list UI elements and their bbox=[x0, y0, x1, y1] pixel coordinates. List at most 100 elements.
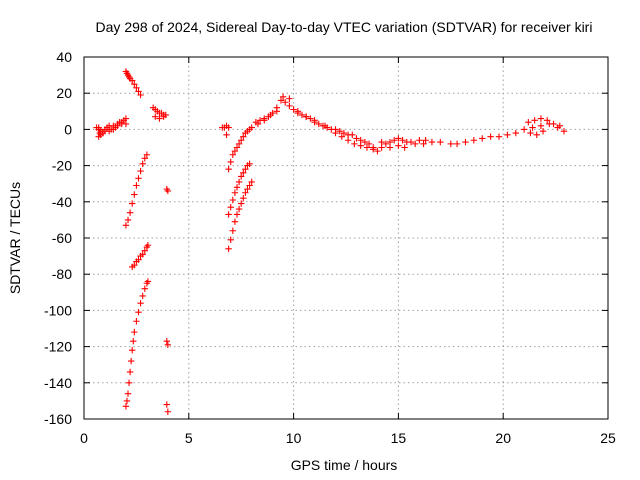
data-point bbox=[244, 185, 251, 193]
data-point bbox=[240, 133, 247, 140]
tick-layer: 0 5 10 15 20 25 -160 -140 -120 -100 -80 -60 -40 -20 0 2… bbox=[44, 49, 616, 446]
series-mid-cluster bbox=[219, 122, 232, 139]
data-point bbox=[225, 166, 232, 173]
data-point bbox=[470, 137, 478, 144]
data-point bbox=[122, 115, 130, 122]
x-tick-label: 0 bbox=[80, 430, 88, 446]
data-point bbox=[391, 137, 398, 144]
data-point bbox=[338, 133, 346, 140]
data-point bbox=[225, 211, 232, 218]
data-point bbox=[353, 135, 360, 142]
data-point bbox=[544, 117, 551, 124]
data-point bbox=[286, 102, 293, 110]
data-point bbox=[133, 84, 140, 91]
series-rise-b bbox=[129, 242, 152, 271]
data-point bbox=[143, 151, 151, 158]
data-point bbox=[129, 77, 136, 84]
data-point bbox=[144, 278, 152, 285]
data-point bbox=[131, 261, 138, 269]
data-point bbox=[495, 133, 503, 140]
data-point bbox=[164, 187, 172, 195]
series-early-left bbox=[93, 115, 130, 140]
data-point bbox=[160, 113, 167, 120]
data-point bbox=[123, 397, 131, 405]
data-point bbox=[131, 191, 138, 198]
data-point bbox=[124, 390, 132, 397]
data-point bbox=[135, 88, 142, 95]
x-axis-label: GPS time / hours bbox=[291, 457, 398, 473]
data-point bbox=[504, 131, 511, 139]
data-point bbox=[231, 189, 239, 196]
data-point bbox=[139, 160, 146, 167]
data-point bbox=[152, 113, 159, 120]
y-tick-label: -140 bbox=[44, 375, 72, 391]
data-point bbox=[374, 147, 381, 155]
data-point bbox=[382, 140, 390, 148]
data-point bbox=[164, 408, 172, 415]
data-point bbox=[437, 138, 444, 146]
data-point bbox=[229, 151, 237, 158]
data-point bbox=[294, 108, 301, 115]
data-point bbox=[290, 106, 297, 113]
data-point bbox=[428, 138, 436, 146]
point-layer bbox=[93, 68, 568, 415]
data-point bbox=[139, 251, 146, 258]
data-point bbox=[163, 337, 170, 345]
data-point bbox=[141, 155, 148, 162]
data-point bbox=[235, 178, 243, 186]
data-point bbox=[401, 144, 408, 151]
data-point bbox=[556, 122, 563, 129]
data-point bbox=[141, 285, 148, 292]
y-tick-label: -80 bbox=[52, 266, 72, 282]
data-point bbox=[537, 122, 545, 129]
data-point bbox=[302, 113, 310, 120]
data-point bbox=[118, 118, 125, 126]
x-tick-label: 15 bbox=[391, 430, 407, 446]
data-point bbox=[282, 99, 289, 106]
series-isolated-4 bbox=[163, 185, 172, 415]
data-point bbox=[122, 403, 130, 410]
data-point bbox=[315, 120, 322, 128]
data-point bbox=[487, 133, 494, 140]
data-point bbox=[130, 337, 137, 345]
data-point bbox=[357, 142, 364, 149]
data-point bbox=[447, 140, 454, 148]
data-point bbox=[238, 200, 245, 207]
data-point bbox=[537, 115, 545, 122]
data-point bbox=[125, 379, 133, 386]
series-rise-7c bbox=[225, 178, 255, 253]
x-tick-label: 20 bbox=[495, 430, 511, 446]
data-point bbox=[242, 166, 249, 173]
data-point bbox=[227, 158, 234, 166]
data-point bbox=[95, 124, 102, 131]
data-point bbox=[311, 118, 318, 126]
data-point bbox=[453, 140, 461, 148]
series-main-trend bbox=[252, 97, 568, 155]
data-point bbox=[420, 140, 427, 148]
y-tick-label: -100 bbox=[44, 302, 72, 318]
y-tick-label: -40 bbox=[52, 194, 72, 210]
data-point bbox=[370, 146, 377, 153]
y-tick-label: -160 bbox=[44, 411, 72, 427]
data-point bbox=[105, 128, 113, 135]
series-main-trend-2 bbox=[254, 93, 563, 153]
data-point bbox=[248, 124, 255, 131]
data-point bbox=[273, 108, 281, 115]
data-point bbox=[344, 137, 352, 144]
data-point bbox=[135, 309, 142, 316]
data-point bbox=[246, 182, 253, 189]
data-point bbox=[137, 167, 144, 175]
data-point bbox=[279, 93, 287, 101]
data-point bbox=[533, 131, 540, 139]
data-point bbox=[229, 227, 237, 234]
data-point bbox=[227, 236, 234, 244]
data-point bbox=[124, 216, 132, 224]
data-point bbox=[139, 292, 146, 300]
x-tick-label: 25 bbox=[600, 430, 616, 446]
data-point bbox=[298, 111, 306, 119]
data-point bbox=[242, 189, 249, 196]
data-point bbox=[246, 160, 253, 167]
data-point bbox=[126, 209, 134, 216]
data-point bbox=[129, 200, 136, 207]
data-point bbox=[416, 137, 423, 144]
